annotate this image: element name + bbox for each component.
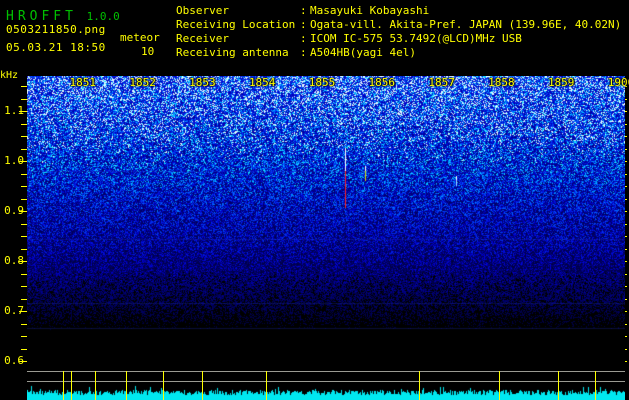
meteor-event-marker: [126, 371, 127, 400]
metadata-value: A504HB(yagi 4el): [310, 46, 416, 59]
y-minor-tick: [21, 86, 27, 87]
spectrogram-canvas[interactable]: [27, 76, 625, 371]
metadata-key: Receiving antenna: [176, 46, 289, 59]
signal-level-canvas[interactable]: [27, 384, 625, 400]
metadata-key: Observer: [176, 4, 229, 17]
y-minor-tick: [21, 136, 27, 137]
y-minor-tick: [21, 336, 27, 337]
metadata-key: Receiver: [176, 32, 229, 45]
x-tick-label: 1851: [69, 76, 97, 89]
y-minor-tick: [21, 248, 27, 250]
x-tick-label: 1853: [189, 76, 216, 89]
metadata-value: ICOM IC-575 53.7492(@LCD)MHz USB: [310, 32, 522, 45]
y-minor-tick: [21, 123, 27, 125]
x-tick-label: 1859: [547, 76, 575, 89]
header-panel: HROFFT 1.0.0 0503211850.png 05.03.21 18:…: [0, 0, 629, 68]
app-version: 1.0.0: [86, 10, 120, 23]
y-tick-mark: [19, 311, 27, 312]
meteor-event-marker: [202, 371, 203, 400]
signal-level-strip[interactable]: [27, 384, 625, 400]
y-tick-mark: [19, 261, 27, 262]
y-axis-unit-label: kHz: [0, 70, 19, 81]
x-tick-label: 1857: [428, 76, 455, 89]
meteor-event-marker: [71, 371, 72, 400]
x-tick-label: 1854: [248, 76, 276, 89]
meteor-event-marker: [499, 371, 500, 400]
x-tick-label: 1856: [368, 76, 396, 89]
meteor-count-value: 10: [141, 45, 155, 58]
app-title: HROFFT 1.0.0: [6, 5, 120, 24]
y-tick-mark: [19, 111, 27, 112]
y-minor-tick: [21, 198, 27, 200]
y-minor-tick: [21, 286, 27, 287]
metadata-colon: :: [300, 18, 307, 31]
metadata-colon: :: [300, 46, 307, 59]
y-minor-tick: [21, 98, 27, 100]
metadata-block: Observer : Masayuki Kobayashi Receiving …: [176, 4, 621, 60]
meteor-event-marker: [419, 371, 420, 400]
y-tick-label: 1.0: [4, 154, 24, 167]
metadata-row: Receiving antenna : A504HB(yagi 4el): [176, 46, 621, 60]
y-minor-tick: [21, 223, 27, 225]
y-minor-tick: [21, 273, 27, 275]
metadata-colon: :: [300, 32, 307, 45]
y-tick-label: 0.7: [4, 304, 24, 317]
y-tick-mark: [19, 161, 27, 162]
app-name: HROFFT: [6, 9, 77, 24]
y-tick-mark: [19, 211, 27, 212]
metadata-value: Masayuki Kobayashi: [310, 4, 430, 17]
y-minor-tick: [21, 173, 27, 175]
y-tick-mark: [19, 361, 27, 362]
y-tick-label: 0.8: [4, 254, 24, 267]
datetime-label: 05.03.21 18:50: [6, 41, 106, 54]
x-tick-label: 1900: [607, 76, 629, 89]
metadata-value: Ogata-vill. Akita-Pref. JAPAN (139.96E, …: [310, 18, 622, 31]
y-tick-label: 0.6: [4, 354, 24, 367]
metadata-key: Receiving Location: [176, 18, 296, 31]
meteor-event-marker: [63, 371, 64, 400]
meteor-event-marker: [595, 371, 596, 400]
meteor-event-marker: [163, 371, 164, 400]
y-minor-tick: [21, 148, 27, 150]
metadata-colon: :: [300, 4, 307, 17]
strip-separator-top: [27, 371, 625, 372]
meteor-event-marker: [95, 371, 96, 400]
y-minor-tick: [21, 348, 27, 350]
metadata-row: Receiver : ICOM IC-575 53.7492(@LCD)MHz …: [176, 32, 621, 46]
strip-separator-bottom: [27, 381, 625, 382]
x-tick-label: 1852: [129, 76, 156, 89]
x-tick-label: 1858: [488, 76, 515, 89]
meteor-label: meteor: [120, 31, 160, 44]
y-minor-tick: [21, 323, 27, 325]
filename-label: 0503211850.png: [6, 23, 106, 36]
y-tick-label: 1.1: [4, 104, 24, 117]
metadata-row: Observer : Masayuki Kobayashi: [176, 4, 621, 18]
y-minor-tick: [21, 186, 27, 187]
x-tick-label: 1855: [308, 76, 336, 89]
y-tick-label: 0.9: [4, 204, 24, 217]
y-minor-tick: [21, 236, 27, 237]
spectrogram-plot[interactable]: [27, 76, 625, 371]
meteor-event-marker: [266, 371, 267, 400]
meteor-event-marker: [558, 371, 559, 400]
metadata-row: Receiving Location : Ogata-vill. Akita-P…: [176, 18, 621, 32]
y-minor-tick: [21, 298, 27, 300]
